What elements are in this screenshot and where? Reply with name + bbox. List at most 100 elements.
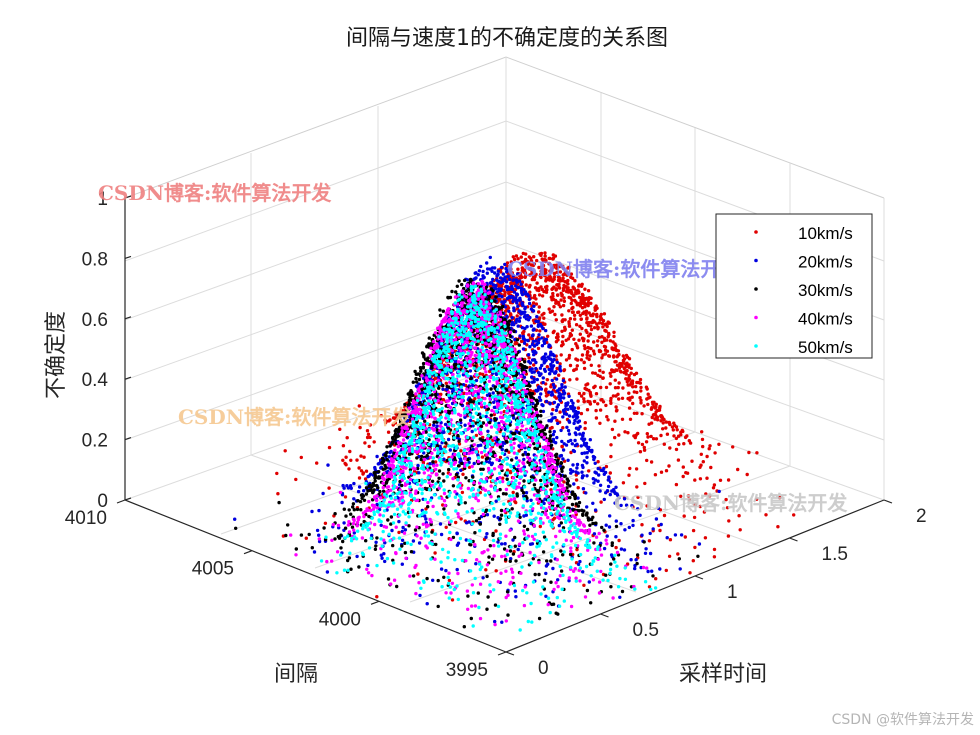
- data-point: [535, 281, 539, 285]
- data-point: [538, 252, 542, 256]
- data-point: [614, 409, 619, 413]
- data-point: [473, 277, 477, 281]
- data-point: [513, 342, 517, 346]
- data-point: [698, 504, 702, 509]
- data-point: [543, 322, 547, 326]
- data-point: [545, 559, 549, 563]
- data-point: [444, 591, 448, 595]
- data-point: [558, 464, 563, 468]
- data-point: [431, 578, 435, 582]
- data-point: [461, 383, 466, 387]
- data-point: [487, 460, 492, 464]
- data-point: [578, 432, 582, 436]
- data-point: [613, 501, 617, 505]
- data-point: [668, 446, 672, 450]
- data-point: [531, 301, 536, 305]
- data-point: [541, 263, 546, 268]
- data-point: [541, 380, 545, 385]
- data-point: [528, 368, 533, 372]
- data-point: [537, 310, 541, 314]
- data-point: [623, 430, 627, 434]
- data-point: [664, 420, 668, 424]
- data-point: [671, 428, 675, 432]
- data-point: [545, 365, 549, 369]
- data-point: [550, 412, 554, 416]
- data-point: [543, 254, 547, 258]
- data-point: [528, 361, 533, 365]
- data-point: [388, 418, 392, 422]
- data-point: [524, 283, 528, 287]
- data-point: [623, 528, 627, 532]
- data-point: [582, 296, 586, 301]
- data-point: [463, 423, 467, 427]
- data-point: [359, 508, 363, 512]
- data-point: [441, 472, 445, 476]
- data-point: [549, 368, 553, 373]
- data-point: [539, 414, 543, 418]
- data-point: [630, 503, 634, 508]
- data-point: [491, 277, 495, 282]
- data-point: [561, 465, 565, 469]
- data-point: [622, 370, 626, 375]
- data-point: [457, 442, 462, 446]
- data-point: [580, 336, 585, 340]
- data-point: [277, 500, 281, 505]
- data-point: [634, 371, 639, 375]
- data-point: [508, 334, 512, 338]
- data-point: [415, 372, 419, 376]
- data-point: [574, 478, 579, 482]
- data-point: [570, 347, 574, 352]
- data-point: [624, 362, 628, 366]
- data-point: [325, 570, 330, 574]
- data-point: [599, 500, 603, 504]
- data-point: [574, 502, 578, 506]
- data-point: [616, 385, 620, 390]
- data-point: [391, 423, 395, 427]
- data-point: [521, 311, 525, 315]
- data-point: [450, 289, 454, 294]
- data-point: [444, 568, 448, 573]
- data-point: [517, 298, 521, 302]
- data-point: [602, 472, 606, 476]
- data-point: [516, 304, 520, 308]
- time-tick-label: 0.5: [633, 620, 659, 641]
- data-point: [500, 620, 504, 624]
- data-point: [376, 476, 381, 480]
- data-point: [325, 559, 329, 564]
- data-point: [531, 308, 535, 313]
- data-point: [379, 414, 383, 418]
- data-point: [536, 388, 540, 392]
- data-point: [645, 458, 649, 463]
- data-point: [485, 607, 489, 611]
- data-point: [528, 550, 532, 555]
- data-point: [432, 423, 436, 427]
- data-point: [460, 388, 464, 393]
- data-point: [566, 282, 570, 286]
- data-point: [614, 519, 618, 523]
- data-point: [533, 349, 537, 353]
- data-point: [672, 434, 676, 438]
- data-point: [555, 266, 559, 270]
- data-point: [585, 356, 589, 360]
- data-point: [414, 384, 419, 388]
- data-point: [559, 549, 563, 553]
- data-point: [691, 559, 695, 563]
- data-point: [654, 577, 658, 581]
- data-point: [673, 533, 678, 537]
- data-point: [529, 498, 533, 502]
- data-point: [724, 497, 728, 502]
- data-point: [415, 380, 419, 384]
- data-point: [437, 386, 441, 390]
- data-point: [512, 290, 517, 294]
- data-point: [649, 434, 653, 439]
- data-point: [411, 539, 416, 543]
- data-point: [488, 255, 492, 260]
- data-point: [562, 442, 566, 446]
- data-point: [617, 397, 621, 401]
- data-point: [640, 442, 645, 447]
- data-point: [712, 555, 717, 559]
- data-point: [488, 475, 493, 479]
- data-point: [564, 404, 568, 408]
- data-point: [585, 408, 590, 412]
- data-point: [598, 483, 603, 487]
